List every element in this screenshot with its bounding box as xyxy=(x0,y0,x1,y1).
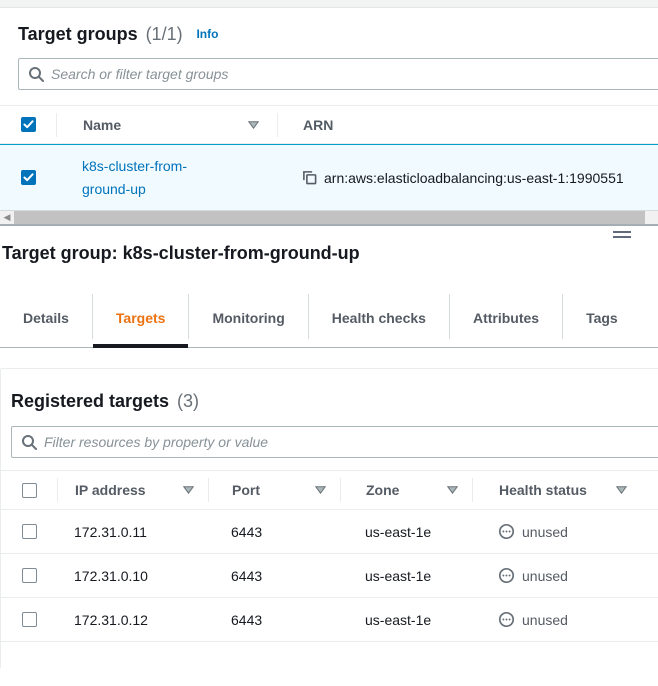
sort-down-icon[interactable] xyxy=(183,486,194,494)
sort-down-icon[interactable] xyxy=(616,486,627,494)
tab-targets[interactable]: Targets xyxy=(92,286,189,348)
target-group-arn-cell: arn:aws:elasticloadbalancing:us-east-1:1… xyxy=(277,170,658,186)
scroll-left-arrow-icon[interactable]: ◀ xyxy=(0,211,14,224)
unused-status-icon xyxy=(498,567,515,584)
target-zone: us-east-1e xyxy=(365,611,432,628)
target-groups-panel: Target groups (1/1) Info Name ARN xyxy=(0,8,658,224)
row-checkbox[interactable] xyxy=(21,568,37,583)
target-group-name-link[interactable]: k8s-cluster-from-ground-up xyxy=(82,157,188,197)
target-ip: 172.31.0.10 xyxy=(74,567,148,584)
column-label-port: Port xyxy=(232,482,260,498)
column-header-name[interactable]: Name xyxy=(56,112,277,137)
horizontal-scrollbar[interactable]: ◀ xyxy=(0,211,658,224)
search-input[interactable] xyxy=(51,66,658,82)
targets-filter[interactable] xyxy=(11,426,658,458)
target-health-status: unused xyxy=(522,611,568,628)
tab-content-area: Registered targets (3) IP address Por xyxy=(0,368,658,668)
unused-status-icon xyxy=(498,523,515,540)
target-row[interactable]: 172.31.0.12 6443 us-east-1e unused xyxy=(1,598,658,642)
tab-separator xyxy=(91,294,93,339)
row-checkbox-cell xyxy=(0,170,56,185)
tab-content-gap xyxy=(0,348,658,368)
column-header-zone[interactable]: Zone xyxy=(340,478,472,502)
target-groups-count: (1/1) xyxy=(145,24,183,44)
targets-table-header: IP address Port Zone Health status xyxy=(1,470,658,510)
column-label-health: Health status xyxy=(499,482,587,498)
target-health-status: unused xyxy=(522,523,568,540)
tab-details[interactable]: Details xyxy=(23,310,69,326)
row-checkbox[interactable] xyxy=(20,170,36,185)
target-group-arn: arn:aws:elasticloadbalancing:us-east-1:1… xyxy=(324,169,624,186)
info-link[interactable]: Info xyxy=(196,27,219,41)
select-all-checkbox[interactable] xyxy=(20,117,36,132)
target-health-status: unused xyxy=(522,567,568,584)
scrollbar-thumb[interactable] xyxy=(14,211,645,224)
column-label-ip: IP address xyxy=(75,482,146,498)
copy-icon[interactable] xyxy=(302,170,317,185)
tab-separator xyxy=(562,294,564,339)
tab-bar: Details Targets Monitoring Health checks… xyxy=(0,286,658,348)
page-title: Target groups xyxy=(18,24,138,44)
target-port: 6443 xyxy=(231,567,263,584)
tab-attributes[interactable]: Attributes xyxy=(472,310,540,326)
column-header-ip[interactable]: IP address xyxy=(57,478,208,502)
sort-down-icon[interactable] xyxy=(315,486,326,494)
row-checkbox[interactable] xyxy=(21,612,37,627)
select-all-checkbox-cell xyxy=(0,113,56,137)
tab-tags[interactable]: Tags xyxy=(586,310,618,326)
target-groups-header: Target groups (1/1) Info xyxy=(0,8,658,45)
registered-targets-count: (3) xyxy=(176,391,199,411)
page-background-strip xyxy=(0,0,658,8)
registered-targets-title: Registered targets xyxy=(11,391,170,411)
target-group-name-cell: k8s-cluster-from-ground-up xyxy=(56,155,277,201)
search-icon xyxy=(28,66,44,82)
sort-down-icon[interactable] xyxy=(248,120,259,129)
target-port: 6443 xyxy=(231,611,263,628)
target-row[interactable]: 172.31.0.11 6443 us-east-1e unused xyxy=(1,510,658,554)
target-health-cell: unused xyxy=(472,523,641,540)
tab-separator xyxy=(307,294,309,339)
target-groups-search[interactable] xyxy=(18,58,658,90)
registered-targets-header: Registered targets (3) xyxy=(1,391,658,412)
tab-separator xyxy=(188,294,190,339)
column-header-health[interactable]: Health status xyxy=(472,478,641,502)
target-row[interactable]: 172.31.0.10 6443 us-east-1e unused xyxy=(1,554,658,598)
tab-monitoring[interactable]: Monitoring xyxy=(212,310,285,326)
column-label-arn: ARN xyxy=(303,116,334,133)
target-health-cell: unused xyxy=(472,611,641,628)
unused-status-icon xyxy=(498,611,515,628)
tab-separator xyxy=(448,294,450,339)
filter-input[interactable] xyxy=(44,434,658,450)
split-panel: Target group: k8s-cluster-from-ground-up… xyxy=(0,224,658,668)
column-header-port[interactable]: Port xyxy=(208,478,340,502)
target-group-row-selected[interactable]: k8s-cluster-from-ground-up arn:aws:elast… xyxy=(0,144,658,211)
column-header-arn: ARN xyxy=(277,112,658,137)
row-checkbox[interactable] xyxy=(21,524,37,539)
target-groups-table-header: Name ARN xyxy=(0,105,658,144)
targets-select-all-cell xyxy=(1,478,57,502)
target-ip: 172.31.0.12 xyxy=(74,611,148,628)
target-port: 6443 xyxy=(231,523,263,540)
column-label-zone: Zone xyxy=(366,482,400,498)
registered-targets-card: Registered targets (3) IP address Por xyxy=(0,368,658,668)
target-ip: 172.31.0.11 xyxy=(74,523,147,540)
target-zone: us-east-1e xyxy=(365,567,432,584)
column-label-name: Name xyxy=(83,116,122,133)
tab-health-checks[interactable]: Health checks xyxy=(331,310,426,326)
target-zone: us-east-1e xyxy=(365,523,432,540)
targets-select-all-checkbox[interactable] xyxy=(21,482,37,498)
target-health-cell: unused xyxy=(472,567,641,584)
drag-handle-icon[interactable] xyxy=(613,231,631,241)
search-icon xyxy=(21,434,37,450)
split-panel-heading: Target group: k8s-cluster-from-ground-up xyxy=(2,243,360,263)
sort-down-icon[interactable] xyxy=(447,486,458,494)
